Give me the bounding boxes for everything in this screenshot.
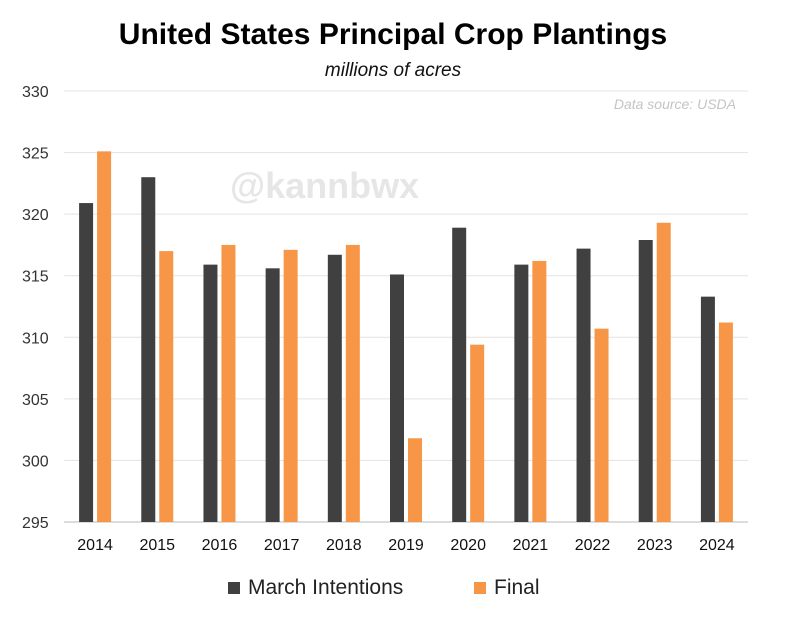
legend-swatch-march [228, 582, 240, 594]
x-tick-label: 2019 [388, 537, 424, 554]
bar-final-2023 [656, 222, 671, 522]
bar-final-2022 [594, 328, 609, 522]
legend-item-final: Final [474, 576, 540, 600]
y-tick-label: 315 [22, 269, 49, 286]
bar-final-2024 [718, 322, 733, 522]
legend-label: March Intentions [248, 576, 404, 599]
x-tick-label: 2015 [139, 537, 175, 554]
bar-final-2018 [345, 244, 360, 522]
x-tick-label: 2021 [513, 537, 549, 554]
y-tick-label: 300 [22, 453, 49, 470]
bar-final-2014 [97, 151, 112, 522]
chart-title: United States Principal Crop Plantings [118, 18, 668, 51]
bar-final-2016 [221, 244, 236, 522]
legend-swatch-final [474, 582, 486, 594]
bar-final-2021 [532, 260, 547, 522]
bar-march-2024 [700, 296, 715, 522]
chart-subtitle: millions of acres [324, 60, 462, 81]
bar-march-2021 [514, 264, 529, 522]
bar-final-2015 [159, 251, 174, 523]
legend-label: Final [494, 576, 540, 599]
y-tick-label: 330 [22, 84, 49, 101]
x-tick-label: 2016 [202, 537, 238, 554]
y-tick-label: 325 [22, 146, 49, 163]
x-tick-label: 2024 [699, 537, 735, 554]
bar-march-2019 [390, 274, 404, 522]
bar-final-2017 [283, 249, 298, 522]
bar-march-2015 [141, 177, 156, 522]
x-tick-label: 2022 [575, 537, 611, 554]
bar-final-2019 [408, 438, 422, 522]
bar-march-2016 [203, 264, 218, 522]
y-tick-label: 310 [22, 330, 49, 347]
source-note: Data source: USDA [614, 96, 736, 112]
bar-march-2020 [452, 227, 467, 522]
y-tick-label: 305 [22, 392, 49, 409]
watermark: @kannbwx [230, 165, 419, 206]
bar-march-2018 [327, 254, 342, 522]
x-tick-label: 2018 [326, 537, 362, 554]
bar-march-2022 [576, 248, 591, 522]
y-tick-label: 320 [22, 207, 49, 224]
bar-final-2020 [470, 344, 485, 522]
x-tick-label: 2017 [264, 537, 300, 554]
bar-march-2014 [79, 203, 94, 522]
legend-item-march: March Intentions [228, 576, 403, 600]
x-tick-label: 2020 [450, 537, 486, 554]
x-tick-label: 2014 [77, 537, 113, 554]
bar-march-2023 [638, 240, 653, 522]
bar-march-2017 [265, 268, 280, 522]
x-tick-label: 2023 [637, 537, 673, 554]
y-tick-label: 295 [22, 515, 49, 532]
